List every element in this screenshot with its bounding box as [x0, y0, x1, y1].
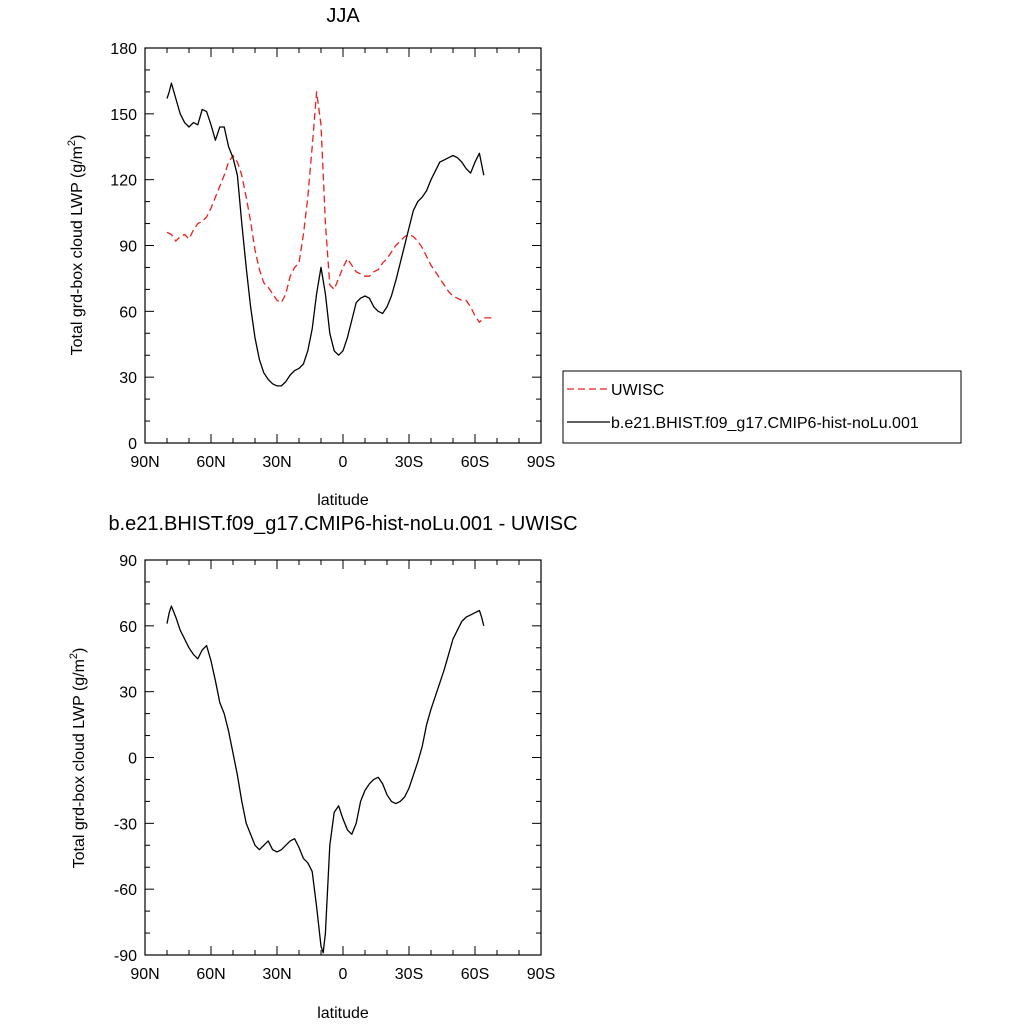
y-tick-label: 30 [119, 370, 137, 387]
x-tick-label: 0 [339, 966, 348, 983]
series-line-model [166, 605, 485, 954]
legend-box [562, 370, 962, 444]
y-axis-label-superscript: 2 [66, 140, 78, 146]
x-tick-label: 30N [262, 454, 291, 471]
legend-label-uwisc: UWISC [611, 382, 664, 399]
legend: UWISC b.e21.BHIST.f09_g17.CMIP6-hist-noL… [562, 370, 962, 444]
x-tick-label: 90N [130, 966, 159, 983]
y-axis-label-end: ) [71, 648, 88, 653]
chart-title: JJA [326, 5, 360, 27]
x-tick-label: 90S [527, 454, 555, 471]
x-tick-label: 60S [461, 454, 489, 471]
series-line-uwisc [166, 91, 493, 323]
axis-ticks: 90N 60N 30N 0 30S 60S 90S -90 -60 -30 0 30 60 90 [114, 553, 555, 983]
series-lines [166, 605, 485, 954]
y-axis-label: Total grd-box cloud LWP (g/m2) [68, 648, 88, 869]
y-tick-label: -30 [114, 816, 137, 833]
legend-label-model: b.e21.BHIST.f09_g17.CMIP6-hist-noLu.001 [611, 415, 919, 432]
series-lines [166, 82, 493, 387]
chart-bottom-panel: b.e21.BHIST.f09_g17.CMIP6-hist-noLu.001 … [68, 513, 578, 1022]
chart-title-difference: b.e21.BHIST.f09_g17.CMIP6-hist-noLu.001 … [108, 513, 577, 535]
y-tick-label: 0 [128, 436, 137, 453]
y-tick-label: 60 [119, 304, 137, 321]
y-tick-label: 90 [119, 239, 137, 256]
y-tick-label: 180 [110, 41, 137, 58]
axis-ticks: 90N 60N 30N 0 30S 60S 90S 0 30 60 90 120 150 180 [110, 41, 555, 471]
x-tick-label: 90S [527, 966, 555, 983]
y-tick-label: -90 [114, 948, 137, 965]
x-tick-label: 0 [339, 454, 348, 471]
y-tick-label: -60 [114, 882, 137, 899]
y-tick-label: 90 [119, 553, 137, 570]
x-axis-label: latitude [317, 492, 369, 509]
y-axis-label-end: ) [69, 135, 86, 140]
series-line-model [166, 82, 485, 387]
y-tick-label: 150 [110, 107, 137, 124]
y-axis-label: Total grd-box cloud LWP (g/m2) [66, 135, 86, 356]
y-axis-label-superscript: 2 [68, 653, 80, 659]
x-tick-label: 60N [196, 966, 225, 983]
chart-top-panel: JJA latitude Total grd-box cloud LWP (g/… [66, 5, 555, 509]
x-tick-label: 30S [395, 454, 423, 471]
y-tick-label: 30 [119, 685, 137, 702]
x-tick-label: 30N [262, 966, 291, 983]
x-tick-label: 90N [130, 454, 159, 471]
x-tick-label: 60S [461, 966, 489, 983]
y-axis-label-main: Total grd-box cloud LWP (g/m [71, 659, 88, 868]
plot-frame [144, 47, 542, 444]
plot-frame [144, 559, 542, 956]
y-tick-label: 60 [119, 619, 137, 636]
y-tick-label: 120 [110, 173, 137, 190]
x-axis-label: latitude [317, 1005, 369, 1022]
y-axis-label-main: Total grd-box cloud LWP (g/m [69, 146, 86, 355]
y-tick-label: 0 [128, 751, 137, 768]
x-tick-label: 30S [395, 966, 423, 983]
x-tick-label: 60N [196, 454, 225, 471]
